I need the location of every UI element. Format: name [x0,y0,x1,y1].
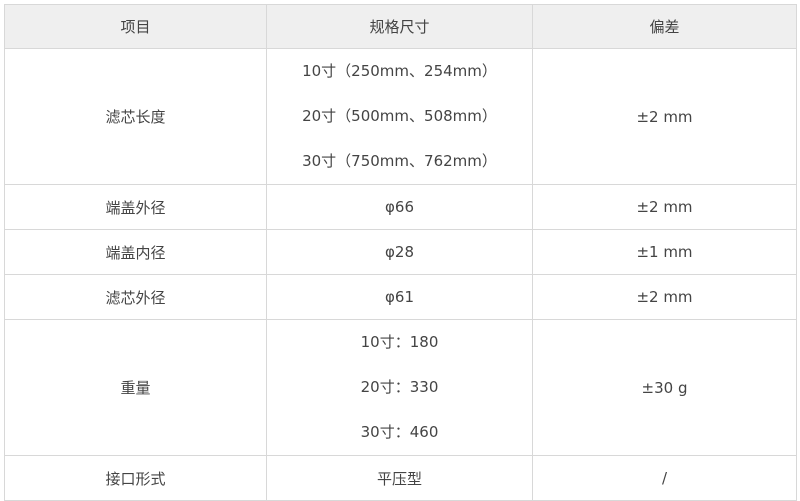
tolerance-cell: ±1 mm [532,229,797,275]
spec-cell: φ28 [266,229,533,275]
table-row: 端盖外径 φ66 ±2 mm [4,184,797,230]
spec-table: 项目 规格尺寸 偏差 滤芯长度 10寸（250mm、254mm） 20寸（500mm… [4,4,797,501]
tolerance-cell: ±2 mm [532,48,797,185]
tolerance-cell: ±2 mm [532,274,797,320]
spec-line: 10寸（250mm、254mm） [302,62,497,80]
header-tolerance: 偏差 [532,4,797,49]
header-row: 项目 规格尺寸 偏差 [4,4,797,49]
table-row: 端盖内径 φ28 ±1 mm [4,229,797,275]
spec-line: 20寸：330 [360,378,439,396]
tolerance-cell: ±2 mm [532,184,797,230]
spec-cell: φ66 [266,184,533,230]
tolerance-cell: ±30 g [532,319,797,456]
item-cell: 滤芯外径 [4,274,267,320]
item-cell: 滤芯长度 [4,48,267,185]
table-row: 重量 10寸：180 20寸：330 30寸：460 ±30 g [4,319,797,456]
spec-line: 20寸（500mm、508mm） [302,107,497,125]
item-cell: 接口形式 [4,455,267,501]
spec-cell: φ61 [266,274,533,320]
header-spec: 规格尺寸 [266,4,533,49]
tolerance-cell: / [532,455,797,501]
spec-cell: 平压型 [266,455,533,501]
item-cell: 重量 [4,319,267,456]
table-row: 接口形式 平压型 / [4,455,797,501]
table-row: 滤芯长度 10寸（250mm、254mm） 20寸（500mm、508mm） 30寸（… [4,48,797,185]
spec-line: 30寸（750mm、762mm） [302,152,497,170]
item-cell: 端盖内径 [4,229,267,275]
spec-cell: 10寸（250mm、254mm） 20寸（500mm、508mm） 30寸（750m… [266,48,533,185]
table-row: 滤芯外径 φ61 ±2 mm [4,274,797,320]
spec-line: 30寸：460 [360,423,439,441]
header-item: 项目 [4,4,267,49]
spec-line: 10寸：180 [360,333,439,351]
spec-cell: 10寸：180 20寸：330 30寸：460 [266,319,533,456]
item-cell: 端盖外径 [4,184,267,230]
